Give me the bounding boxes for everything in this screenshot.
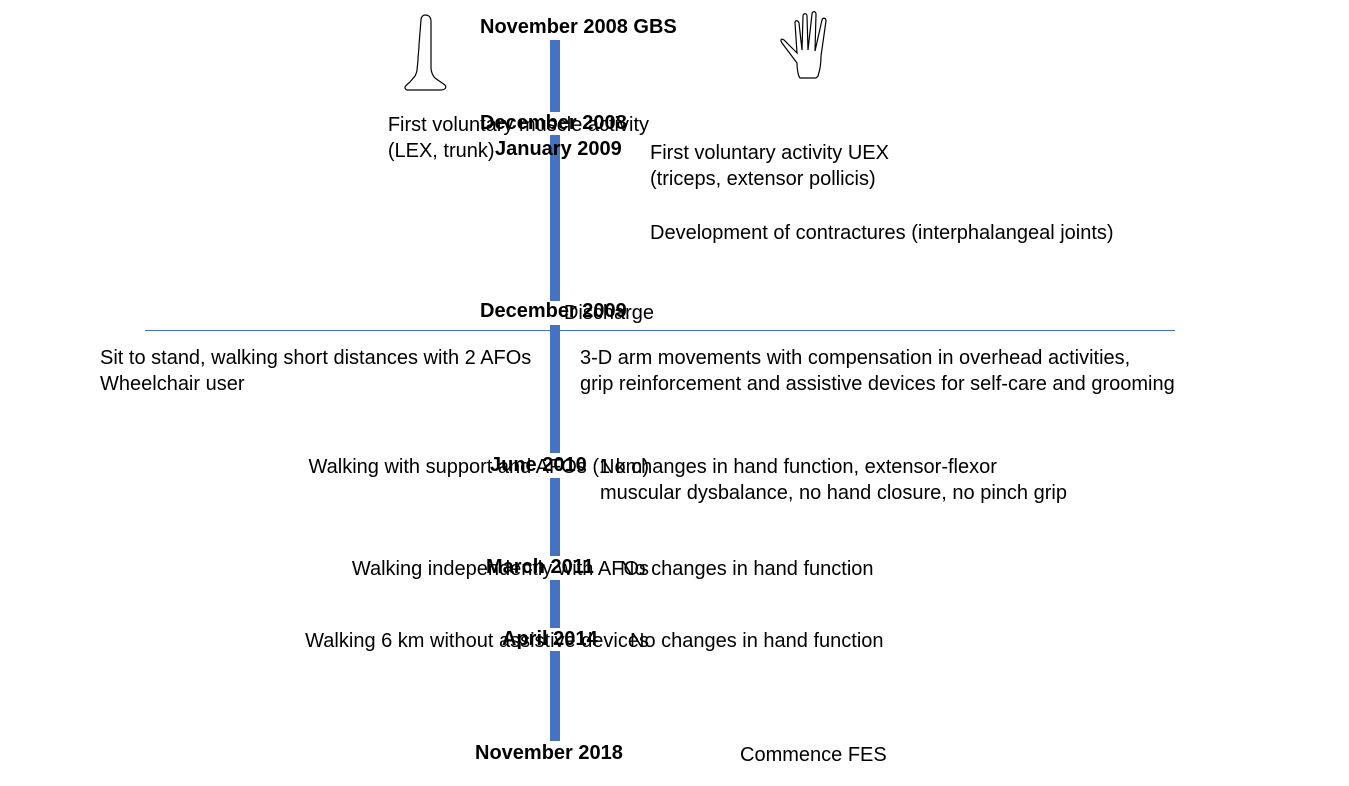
note-mar-2011-left: Walking independently with AFOs — [352, 556, 649, 582]
note-contractures: Development of contractures (interphalan… — [650, 220, 1114, 246]
foot-leg-icon — [395, 10, 465, 95]
note-post-discharge-left: Sit to stand, walking short distances wi… — [100, 345, 531, 397]
note-nov-2018-right: Commence FES — [740, 742, 887, 768]
note-discharge: Discharge — [564, 300, 654, 326]
note-jun-2010-left: Walking with support and AFOs (1 km) — [309, 454, 650, 480]
timeline-seg-6 — [550, 651, 560, 741]
date-jan-2009: January 2009 — [495, 138, 622, 161]
hand-icon — [770, 8, 850, 83]
note-post-discharge-right: 3-D arm movements with compensation in o… — [580, 345, 1175, 397]
date-nov-2018: November 2018 — [475, 742, 623, 765]
timeline-seg-1 — [550, 40, 560, 112]
divider-line — [145, 330, 1175, 331]
timeline-seg-3 — [550, 325, 560, 453]
timeline-seg-4 — [550, 478, 560, 556]
date-nov-2008: November 2008 GBS — [480, 16, 677, 39]
note-jan-2009-right: First voluntary activity UEX (triceps, e… — [650, 140, 889, 192]
note-jun-2010-right: No changes in hand function, extensor-fl… — [600, 454, 1067, 506]
note-apr-2014-right: No changes in hand function — [630, 628, 884, 654]
note-mar-2011-right: No changes in hand function — [620, 556, 874, 582]
timeline-seg-5 — [550, 580, 560, 628]
note-apr-2014-left: Walking 6 km without assistive devices — [305, 628, 649, 654]
